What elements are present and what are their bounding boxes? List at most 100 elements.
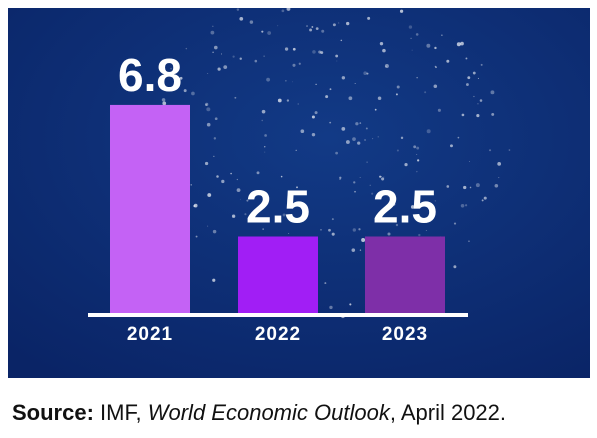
star-dot [353,181,356,184]
star-dot [494,184,499,188]
star-dot [371,192,374,195]
star-dot [335,54,339,58]
star-dot [399,9,404,13]
star-dot [162,101,167,106]
star-dot [306,25,308,27]
star-dot [264,146,266,148]
star-dot [426,43,431,48]
star-dot [206,122,211,127]
star-dot [212,25,214,27]
star-dot [460,41,464,46]
star-dot [295,149,297,151]
star-dot [261,119,263,122]
star-dot [396,85,400,89]
star-dot [284,47,289,51]
star-dot [472,71,476,75]
star-dot [352,228,356,232]
star-dot [366,161,368,163]
star-dot [418,233,421,237]
star-dot [281,9,285,13]
star-dot [437,108,441,112]
star-dot [236,188,241,193]
star-dot [298,62,301,65]
star-dot [221,179,225,184]
star-dot [490,90,495,95]
star-dot [453,265,457,269]
star-dot [364,139,366,141]
star-dot [277,25,279,27]
star-dot [249,20,254,24]
star-dot [341,76,346,80]
star-dot [345,21,350,26]
source-label: Source: [12,400,94,425]
star-dot [292,81,293,83]
star-dot [300,129,305,134]
star-dot [332,23,336,27]
star-dot [212,229,217,234]
star-dot [475,183,480,188]
star-dot [324,282,327,285]
star-dot [393,203,396,206]
star-dot [461,113,465,117]
star-dot [354,82,356,84]
star-dot [446,185,450,188]
star-dot [193,203,198,208]
star-dot [410,37,412,39]
star-dot [264,193,268,197]
star-dot [239,198,241,200]
star-dot [205,102,209,106]
star-dot [207,225,209,227]
star-dot [372,138,374,140]
star-dot [424,91,427,94]
star-dot [456,42,461,47]
star-dot [498,177,500,179]
star-dot [261,30,264,33]
star-dot [297,103,299,105]
star-dot [413,145,417,149]
star-dot [384,64,389,69]
star-dot [387,232,391,236]
star-dot [261,109,266,114]
star-dot [477,103,479,105]
star-dot [417,196,421,200]
star-dot [311,132,316,137]
source-date: , April 2022. [390,400,506,425]
star-dot [217,67,221,71]
star-dot [246,199,249,202]
star-dot [476,114,480,118]
star-dot [465,204,468,207]
star-dot [312,50,316,54]
star-dot [379,175,382,178]
star-dot [425,230,427,231]
star-dot [473,95,475,98]
star-dot [395,93,398,96]
star-dot [213,155,215,158]
star-dot [185,47,188,50]
star-dot [311,115,315,119]
star-dot [277,98,282,103]
source-publication: World Economic Outlook [148,400,391,425]
star-dot [411,49,413,51]
star-dot [359,122,362,124]
star-dot [463,185,467,190]
star-dot [477,77,480,80]
star-dot [446,59,450,63]
star-dot [170,67,172,70]
star-dot [479,99,483,102]
star-dot [382,48,386,53]
star-dot [161,98,166,102]
star-dot [256,171,260,175]
star-dot [508,149,511,151]
star-dot [234,96,237,99]
star-dot [321,29,325,33]
star-dot [281,6,284,8]
star-dot [367,16,371,20]
plot: 6.8 2021 2.5 2022 2.5 2023 [110,49,445,345]
star-dot [221,53,222,55]
star-dot [210,30,215,35]
star-dot [236,178,238,181]
star-dot [379,42,384,46]
star-dot [214,117,218,121]
star-dot [329,305,333,310]
star-dot [431,207,433,209]
